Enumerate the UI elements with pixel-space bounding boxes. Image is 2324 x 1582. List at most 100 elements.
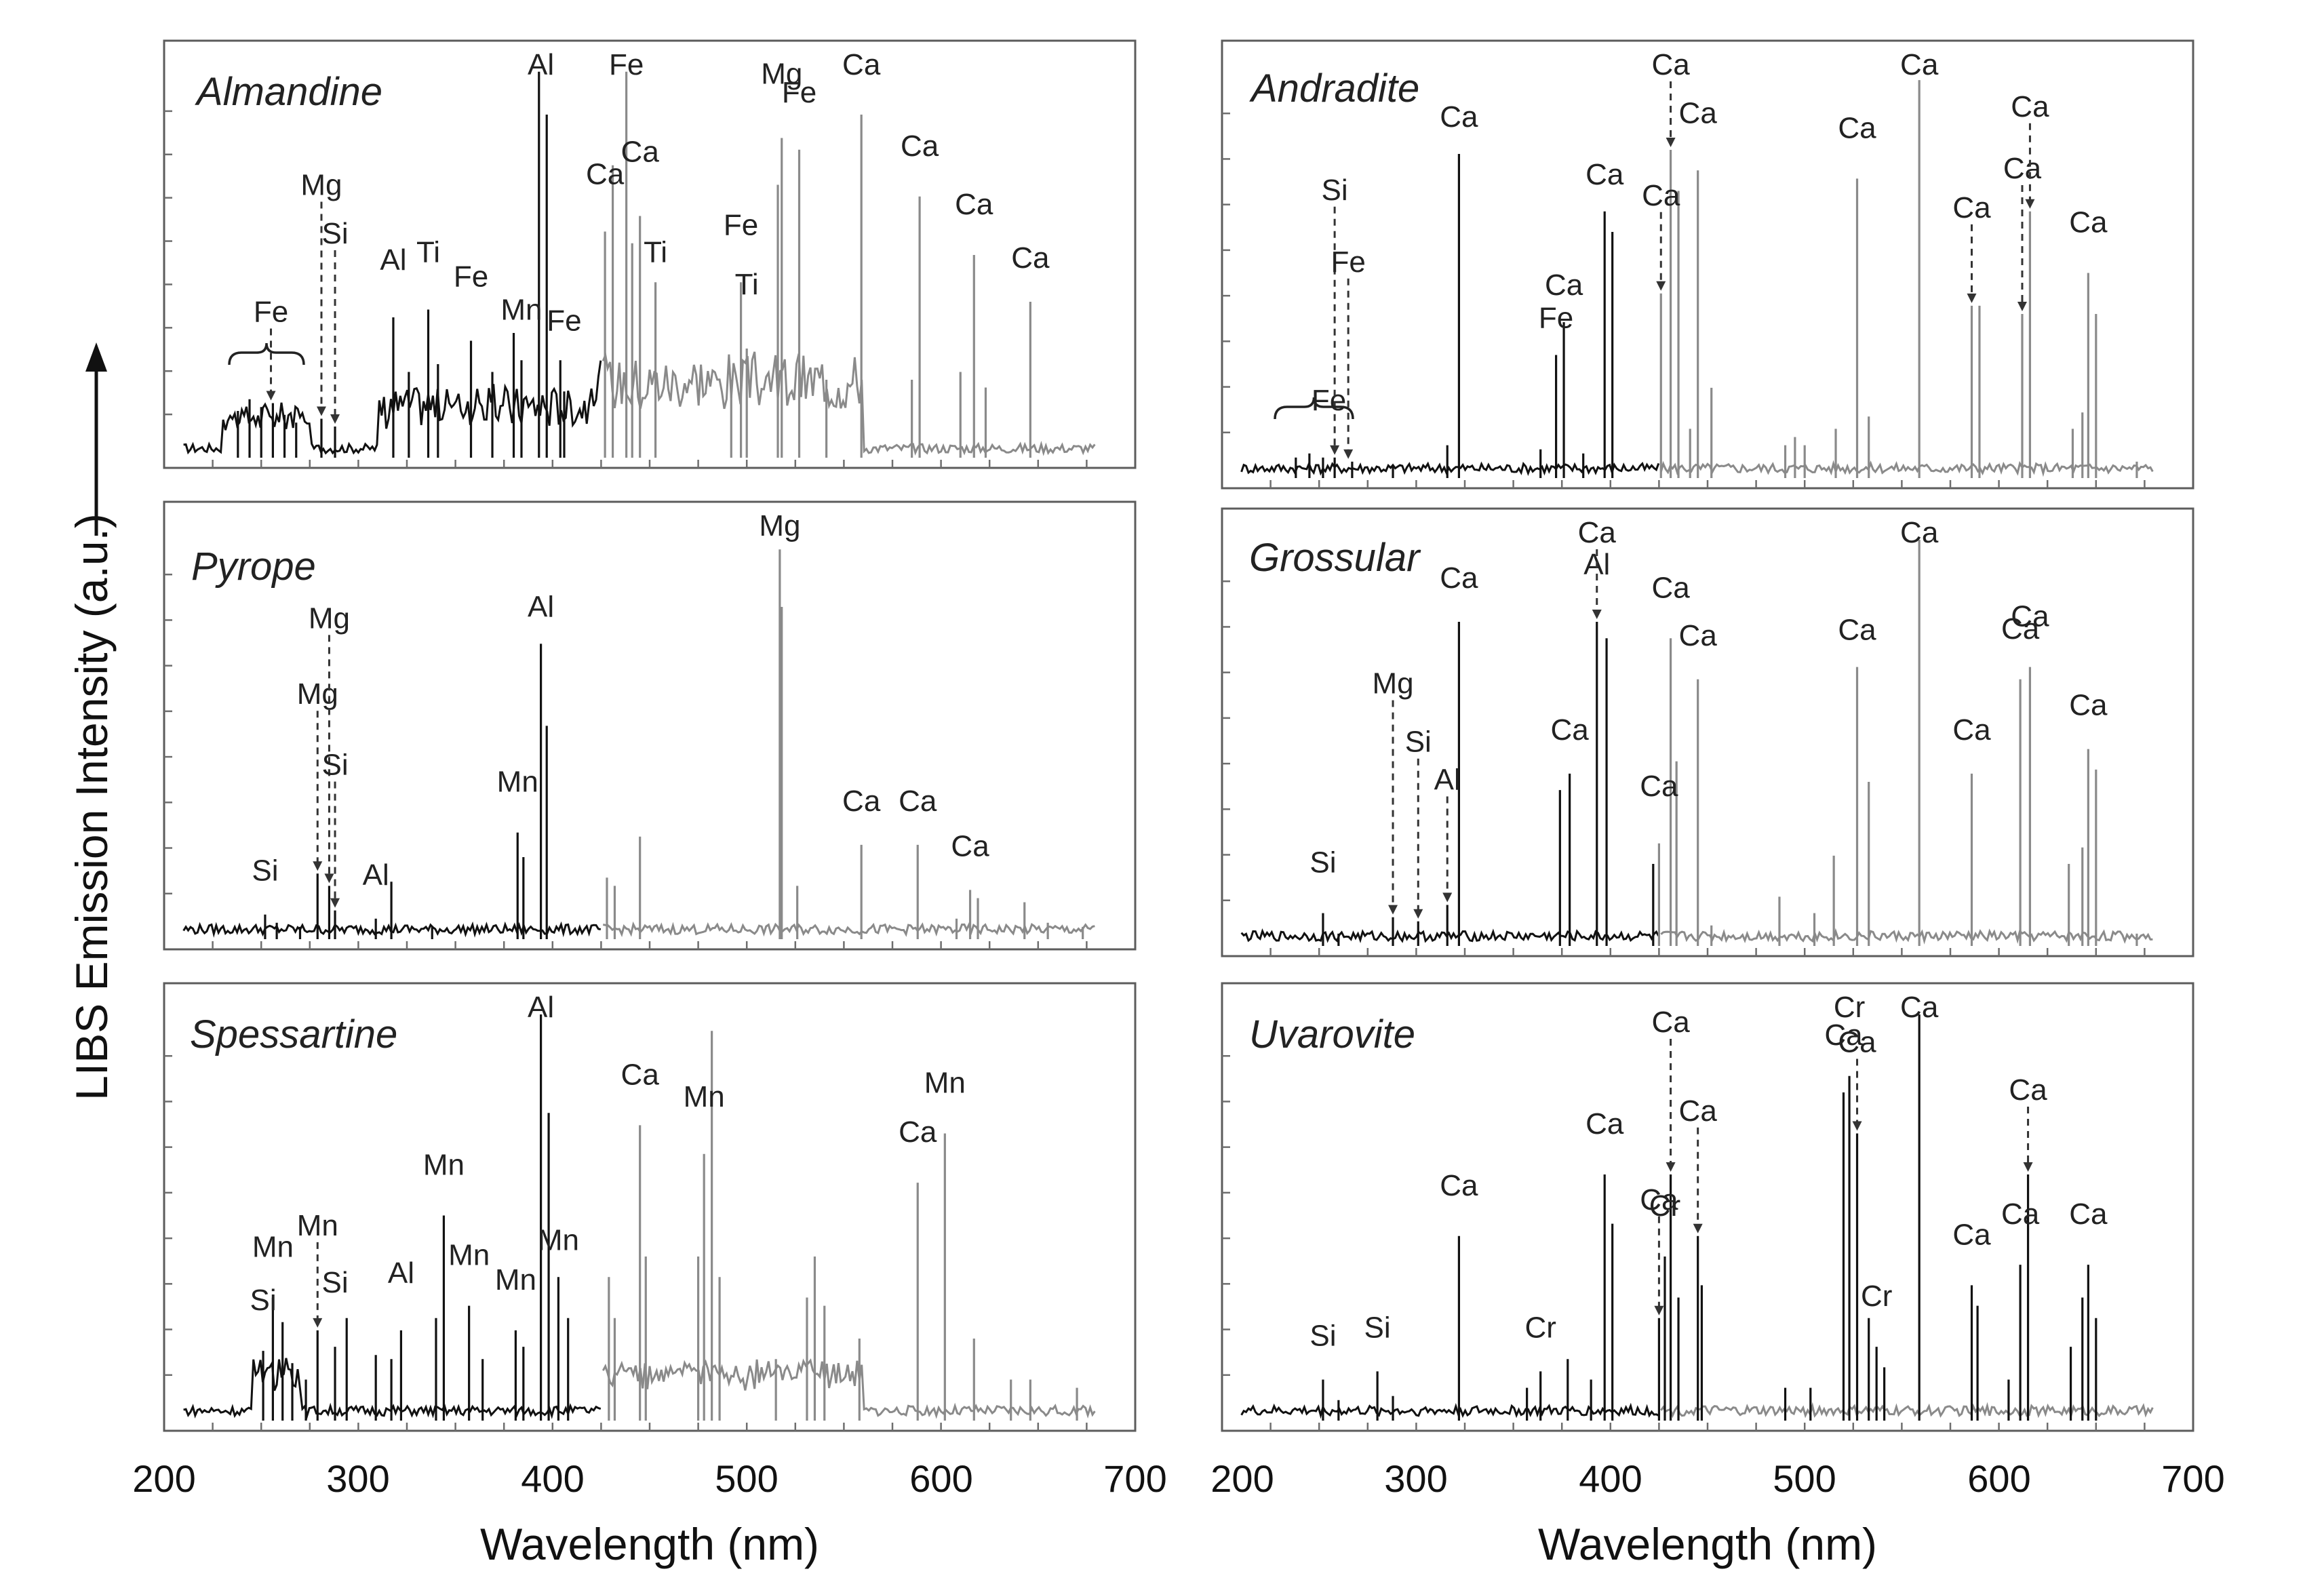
x-tick-label: 200 (1210, 1457, 1274, 1500)
y-axis-arrow-icon (85, 342, 107, 536)
element-label: Ca (1679, 619, 1718, 652)
element-label: Ca (1900, 991, 1939, 1024)
element-label: Ca (842, 785, 881, 818)
arrowhead-icon (330, 414, 340, 424)
element-label: Al (363, 858, 389, 892)
spectrum-baseline (602, 351, 1096, 456)
element-label: Ca (1900, 516, 1939, 549)
spectrum-baseline (1659, 460, 2154, 477)
element-label: Ti (416, 236, 440, 269)
x-tick-label: 700 (2161, 1457, 2224, 1500)
element-label: Cr (1861, 1280, 1892, 1313)
element-label: Si (1322, 174, 1348, 207)
element-label: Mg (300, 169, 342, 202)
element-label: Ca (1640, 770, 1678, 803)
element-label: Ca (2009, 1073, 2047, 1107)
element-label: Ca (2069, 689, 2108, 722)
element-label: Ca (1952, 191, 1991, 224)
x-tick-label: 700 (1103, 1457, 1166, 1500)
arrowhead-icon (2023, 1162, 2033, 1172)
element-label: Ca (955, 188, 993, 221)
element-label: Ca (2001, 612, 2040, 646)
arrowhead-icon (1666, 1162, 1676, 1172)
element-label: Mn (924, 1067, 966, 1100)
spectrum-baseline (602, 1358, 1096, 1419)
element-label: Cr (1649, 1189, 1680, 1223)
spectrum-baseline (1240, 928, 1660, 944)
element-label: Cr (1834, 991, 1865, 1024)
element-label: Ti (644, 235, 667, 269)
element-label: Si (252, 854, 278, 888)
panel-title-grossular: Grossular (1249, 536, 1421, 580)
panel-title-pyrope: Pyrope (191, 545, 316, 589)
element-label: Mg (1372, 667, 1413, 700)
element-label: Mn (500, 293, 542, 326)
element-label: Ca (1679, 1094, 1718, 1128)
panel-title-uvarovite: Uvarovite (1249, 1012, 1415, 1056)
element-label: Ca (1440, 100, 1478, 134)
element-label: Fe (454, 260, 488, 294)
element-label: Ca (1900, 48, 1939, 81)
x-tick-label: 600 (1967, 1457, 2030, 1500)
panel-title-andradite: Andradite (1249, 66, 1419, 111)
element-label: Si (1364, 1311, 1391, 1344)
element-label: Al (528, 48, 554, 81)
element-label: Mn (423, 1149, 465, 1182)
spectrum-baseline (1660, 928, 2153, 945)
element-label: Fe (547, 304, 581, 337)
element-label: Fe (1312, 384, 1346, 417)
panel-uvarovite-frame (1221, 982, 2194, 1432)
panel-title-almandine: Almandine (195, 70, 382, 114)
arrowhead-icon (1693, 1223, 1703, 1233)
element-label: Mn (684, 1080, 725, 1113)
arrowhead-icon (2017, 302, 2027, 311)
element-label: Fe (1331, 245, 1365, 279)
element-label: Ca (1586, 158, 1624, 191)
x-tick-label: 500 (1773, 1457, 1836, 1500)
x-tick-label: 400 (1579, 1457, 1642, 1500)
spectrum-baseline (1240, 1402, 1659, 1419)
element-label: Ca (2069, 206, 2108, 239)
fe-brace-icon (1274, 397, 1354, 420)
fe-brace-icon (228, 342, 305, 365)
element-label: Al (380, 243, 406, 277)
arrowhead-icon (1852, 1121, 1862, 1131)
element-label: Ca (1838, 614, 1876, 647)
element-label: Cr (1524, 1311, 1556, 1344)
y-axis-label: LIBS Emission Intensity (a.u.) (66, 513, 117, 1101)
arrowhead-icon (1343, 449, 1354, 459)
element-label: Si (1309, 1320, 1336, 1353)
element-label: Ca (1651, 48, 1690, 81)
x-tick-label: 600 (909, 1457, 972, 1500)
spectrum-baseline (602, 921, 1095, 937)
element-label: Mn (495, 1263, 536, 1297)
element-label: Ca (1952, 1218, 1991, 1251)
x-tick-label: 500 (715, 1457, 778, 1500)
arrowhead-icon (1442, 892, 1453, 903)
element-label: Si (321, 1266, 348, 1299)
element-label: Si (1309, 846, 1336, 879)
element-label: Ca (1586, 1107, 1624, 1141)
element-label: Ca (1551, 713, 1590, 747)
element-label: Ca (1578, 516, 1617, 549)
element-label: Ti (735, 268, 759, 301)
element-label: Ca (2001, 1198, 2040, 1231)
element-label: Si (321, 749, 348, 782)
x-tick-label: 300 (326, 1457, 389, 1500)
element-label: Ca (1011, 241, 1050, 275)
element-label: Mn (497, 766, 538, 799)
x-axis-label-left: Wavelength (nm) (480, 1519, 819, 1569)
element-label: Ca (2069, 1198, 2108, 1231)
arrowhead-icon (1656, 281, 1666, 291)
element-label: Ca (621, 1058, 660, 1091)
element-label: Ca (1640, 1183, 1678, 1217)
arrowhead-icon (2025, 199, 2035, 209)
element-label: Ca (1545, 269, 1583, 302)
element-label: Ca (1824, 1019, 1863, 1052)
element-label: Fe (782, 76, 816, 109)
element-label: Ca (1440, 561, 1478, 595)
arrowhead-icon (266, 391, 276, 401)
